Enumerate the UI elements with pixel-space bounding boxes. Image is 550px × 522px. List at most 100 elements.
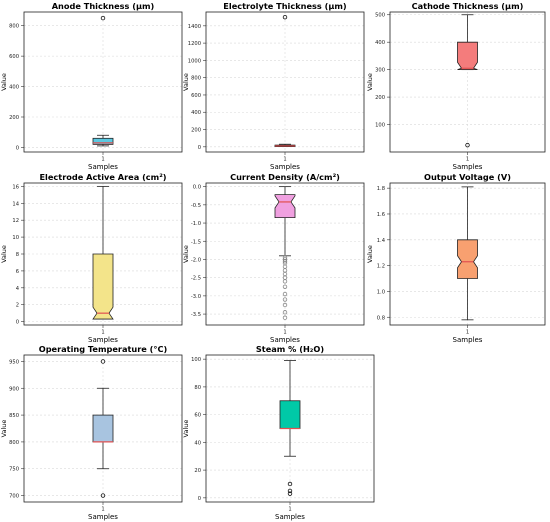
outlier-point	[282, 284, 288, 289]
chart-title: Electrode Active Area (cm²)	[39, 172, 166, 182]
x-tick-label: 1	[466, 330, 469, 336]
y-tick-label: 500	[375, 13, 385, 19]
y-axis-label: Value	[182, 245, 190, 263]
y-tick-label: 200	[375, 95, 385, 101]
outlier-point	[282, 310, 288, 315]
y-tick-label: 6	[16, 269, 19, 275]
outlier-point	[287, 491, 293, 496]
outlier-point	[282, 291, 288, 297]
chart-title: Steam % (H₂O)	[256, 344, 324, 354]
outlier-point	[287, 481, 293, 487]
y-tick-label: 800	[9, 440, 19, 446]
y-tick-label: 14	[12, 201, 19, 207]
y-tick-label: 8	[16, 252, 19, 258]
y-tick-label: 60	[194, 413, 201, 419]
box	[457, 41, 478, 71]
box	[457, 239, 478, 279]
y-tick-label: 10	[12, 235, 19, 241]
chart-panel-1: Anode Thickness (µm) 0 200 400 600 800 1Sample…	[0, 1, 183, 171]
y-tick-label: -0.5	[191, 203, 201, 209]
y-tick-label: 800	[9, 24, 19, 30]
y-tick-label: 1.4	[377, 238, 386, 244]
y-tick-label: 400	[191, 110, 201, 116]
y-tick-label: 1.2	[377, 264, 385, 270]
outlier-point	[282, 14, 288, 20]
y-tick-label: 2	[16, 303, 19, 309]
y-axis-label: Value	[182, 73, 190, 91]
x-tick-label: 1	[283, 330, 286, 336]
y-axis-label: Value	[0, 420, 8, 438]
y-tick-label: 200	[191, 128, 201, 134]
y-tick-label: -2.0	[191, 257, 201, 263]
chart-panel-2: Electrolyte Thickness (µm) 0 200 400 600 800 1…	[182, 1, 365, 171]
y-tick-label: 16	[12, 184, 19, 190]
box	[92, 253, 114, 320]
y-axis-label: Value	[182, 420, 190, 438]
chart-panel-3: Cathode Thickness (µm) 100 200 300 400 500 1Sa…	[366, 1, 546, 171]
chart-title: Operating Temperature (°C)	[39, 344, 168, 354]
y-tick-label: 750	[9, 467, 19, 473]
x-axis-label: Samples	[275, 513, 305, 521]
box	[92, 414, 114, 443]
outlier-point	[282, 259, 288, 264]
chart-title: Current Density (A/cm²)	[230, 172, 340, 182]
chart-title: Cathode Thickness (µm)	[412, 1, 524, 11]
y-tick-label: 300	[375, 68, 385, 74]
chart-panel-4: Electrode Active Area (cm²) 0 2 4 6 8 10 12 14 16…	[0, 172, 183, 344]
y-tick-label: 80	[194, 385, 201, 391]
y-tick-label: 700	[9, 494, 19, 500]
y-tick-label: 12	[12, 218, 19, 224]
y-tick-label: 1400	[188, 24, 201, 30]
x-axis-label: Samples	[453, 163, 483, 171]
y-tick-label: -3.0	[191, 294, 201, 300]
y-tick-label: 0	[198, 496, 201, 502]
box	[92, 137, 114, 145]
x-axis-label: Samples	[270, 163, 300, 171]
outlier-point	[287, 488, 293, 494]
y-tick-label: -1.0	[191, 221, 201, 227]
y-tick-label: 400	[375, 40, 385, 46]
y-axis-label: Value	[0, 245, 8, 263]
y-tick-label: 40	[194, 440, 201, 446]
y-tick-label: 20	[194, 468, 201, 474]
y-tick-label: 850	[9, 413, 19, 419]
y-tick-label: 600	[191, 93, 201, 99]
chart-panel-6: Output Voltage (V) 0.8 1.0 1.2 1.4 1.6 1.8 1Sam…	[366, 172, 546, 344]
x-axis-label: Samples	[88, 163, 118, 171]
y-tick-label: -3.5	[191, 312, 201, 318]
x-tick-label: 1	[101, 330, 104, 336]
y-tick-label: 1.0	[377, 289, 385, 295]
x-tick-label: 1	[101, 157, 104, 163]
outlier-point	[100, 493, 106, 498]
y-tick-label: 100	[191, 357, 201, 363]
outlier-point	[282, 315, 288, 320]
y-tick-label: 200	[9, 115, 19, 121]
box	[274, 194, 296, 218]
outlier-point	[100, 359, 106, 364]
y-axis-label: Value	[366, 73, 374, 91]
y-tick-label: 0.0	[193, 185, 201, 191]
y-tick-label: 400	[9, 85, 19, 91]
x-tick-label: 1	[283, 157, 286, 163]
x-axis-label: Samples	[270, 336, 300, 344]
outlier-point	[282, 302, 288, 308]
y-tick-label: 0	[16, 145, 19, 151]
chart-title: Electrolyte Thickness (µm)	[223, 1, 347, 11]
x-axis-label: Samples	[88, 513, 118, 521]
x-tick-label: 1	[101, 507, 104, 513]
y-axis-label: Value	[0, 73, 8, 91]
y-tick-label: 1200	[188, 41, 201, 47]
chart-panel-5: Current Density (A/cm²) -3.5 -3.0 -2.5 -2.0 -…	[182, 172, 365, 344]
x-axis-label: Samples	[453, 336, 483, 344]
y-tick-label: 4	[16, 286, 20, 292]
outlier-point	[282, 279, 288, 284]
x-axis-label: Samples	[88, 336, 118, 344]
y-tick-label: 0	[16, 320, 19, 326]
outlier-point	[465, 142, 470, 148]
y-tick-label: 900	[9, 386, 19, 392]
box	[279, 400, 301, 429]
outlier-point	[282, 297, 288, 302]
y-tick-label: 1000	[188, 58, 201, 64]
chart-panel-7: Operating Temperature (°C) 700 750 800 850 90…	[0, 344, 183, 521]
